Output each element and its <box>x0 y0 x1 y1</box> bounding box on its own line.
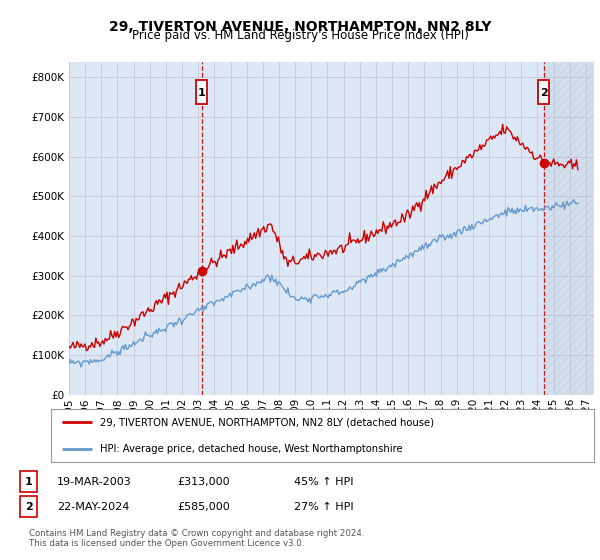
Text: Price paid vs. HM Land Registry's House Price Index (HPI): Price paid vs. HM Land Registry's House … <box>131 29 469 42</box>
Text: £585,000: £585,000 <box>177 502 230 512</box>
Text: HPI: Average price, detached house, West Northamptonshire: HPI: Average price, detached house, West… <box>100 444 403 454</box>
Text: 45% ↑ HPI: 45% ↑ HPI <box>294 477 353 487</box>
Text: 1: 1 <box>25 477 32 487</box>
Text: 2: 2 <box>25 502 32 512</box>
Text: 29, TIVERTON AVENUE, NORTHAMPTON, NN2 8LY (detached house): 29, TIVERTON AVENUE, NORTHAMPTON, NN2 8L… <box>100 417 434 427</box>
Bar <box>196 80 207 105</box>
Text: 29, TIVERTON AVENUE, NORTHAMPTON, NN2 8LY: 29, TIVERTON AVENUE, NORTHAMPTON, NN2 8L… <box>109 20 491 34</box>
Text: 2: 2 <box>540 87 548 97</box>
Text: This data is licensed under the Open Government Licence v3.0.: This data is licensed under the Open Gov… <box>29 539 304 548</box>
Text: 1: 1 <box>198 87 205 97</box>
Text: 19-MAR-2003: 19-MAR-2003 <box>57 477 132 487</box>
Bar <box>538 80 550 105</box>
Text: Contains HM Land Registry data © Crown copyright and database right 2024.: Contains HM Land Registry data © Crown c… <box>29 529 364 538</box>
Text: 27% ↑ HPI: 27% ↑ HPI <box>294 502 353 512</box>
Text: 22-MAY-2024: 22-MAY-2024 <box>57 502 130 512</box>
Text: £313,000: £313,000 <box>177 477 230 487</box>
Bar <box>544 62 594 395</box>
